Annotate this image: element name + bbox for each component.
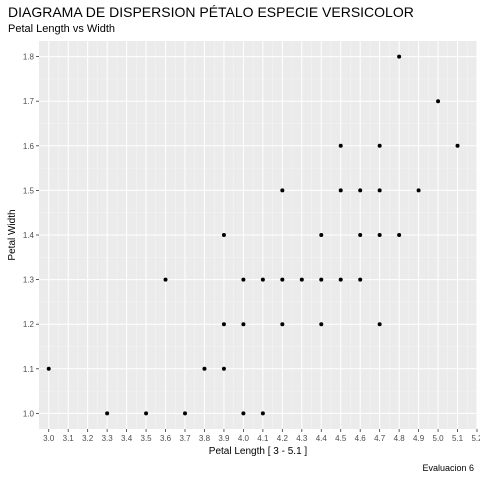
data-point <box>358 233 363 237</box>
x-axis-title: Petal Length [ 3 - 5.1 ] <box>209 446 308 457</box>
x-tick-label: 4.9 <box>413 434 425 443</box>
data-point <box>221 233 226 237</box>
x-tick-label: 5.2 <box>471 434 480 443</box>
x-tick-label: 3.4 <box>121 434 133 443</box>
data-point <box>202 366 207 371</box>
data-point <box>280 188 285 193</box>
data-point <box>144 411 149 416</box>
x-tick-label: 4.0 <box>238 434 250 443</box>
x-tick-label: 4.6 <box>355 434 367 443</box>
axis-ticks: 3.0 3.1 3.2 3.3 3.4 3.5 3.6 3.7 3.8 3.9 4.0 4.1 4.2 4… <box>23 53 480 443</box>
data-point <box>241 277 246 282</box>
y-tick-label: 1.0 <box>23 409 35 418</box>
x-tick-label: 4.3 <box>296 434 308 443</box>
x-tick-label: 5.0 <box>433 434 445 443</box>
x-tick-label: 4.7 <box>374 434 386 443</box>
x-tick-label: 3.2 <box>82 434 94 443</box>
y-tick-label: 1.8 <box>23 53 35 62</box>
data-point <box>377 188 382 193</box>
data-point <box>241 411 246 416</box>
data-point <box>436 99 441 104</box>
data-point <box>319 277 324 282</box>
x-tick-label: 3.5 <box>141 434 153 443</box>
data-point <box>46 366 51 371</box>
y-tick-label: 1.4 <box>23 231 35 240</box>
x-tick-label: 4.2 <box>277 434 289 443</box>
data-point <box>358 277 363 282</box>
chart-subtitle: Petal Length vs Width <box>8 23 116 35</box>
data-point <box>377 322 382 327</box>
x-tick-label: 3.0 <box>43 434 55 443</box>
data-point <box>455 143 460 148</box>
y-tick-label: 1.2 <box>23 320 35 329</box>
x-tick-label: 3.1 <box>63 434 75 443</box>
data-point <box>241 322 246 327</box>
x-tick-label: 3.7 <box>179 434 191 443</box>
x-tick-label: 3.6 <box>160 434 172 443</box>
chart-caption: Evaluacion 6 <box>422 463 474 473</box>
data-point <box>319 322 324 327</box>
y-tick-label: 1.5 <box>23 186 35 195</box>
x-tick-label: 3.8 <box>199 434 211 443</box>
data-point <box>319 233 324 237</box>
data-point <box>338 277 343 282</box>
x-tick-label: 4.1 <box>257 434 269 443</box>
y-axis-title: Petal Width <box>7 209 18 260</box>
x-tick-label: 3.3 <box>102 434 114 443</box>
data-point <box>221 322 226 327</box>
data-point <box>377 143 382 148</box>
data-point <box>260 277 265 282</box>
x-tick-label: 5.1 <box>452 434 464 443</box>
data-point <box>299 277 304 282</box>
data-point <box>397 54 402 59</box>
data-point <box>377 233 382 237</box>
y-tick-label: 1.6 <box>23 142 35 151</box>
chart-title: DIAGRAMA DE DISPERSION PÉTALO ESPECIE VE… <box>8 4 414 20</box>
x-tick-label: 3.9 <box>218 434 230 443</box>
data-point <box>280 277 285 282</box>
x-tick-label: 4.5 <box>335 434 347 443</box>
data-point <box>183 411 187 416</box>
data-point <box>358 188 363 193</box>
data-point <box>338 143 343 148</box>
data-point <box>105 411 110 416</box>
data-point <box>416 188 421 193</box>
data-point <box>163 277 168 282</box>
data-point <box>397 233 402 237</box>
grid-lines <box>39 41 478 429</box>
data-points <box>46 54 460 416</box>
data-point <box>260 411 265 416</box>
data-point <box>221 366 226 371</box>
data-point <box>338 188 343 193</box>
y-tick-label: 1.3 <box>23 276 35 285</box>
x-tick-label: 4.8 <box>394 434 406 443</box>
y-tick-label: 1.7 <box>23 97 35 106</box>
data-point <box>280 322 285 327</box>
y-tick-label: 1.1 <box>23 365 35 374</box>
x-tick-label: 4.4 <box>316 434 328 443</box>
